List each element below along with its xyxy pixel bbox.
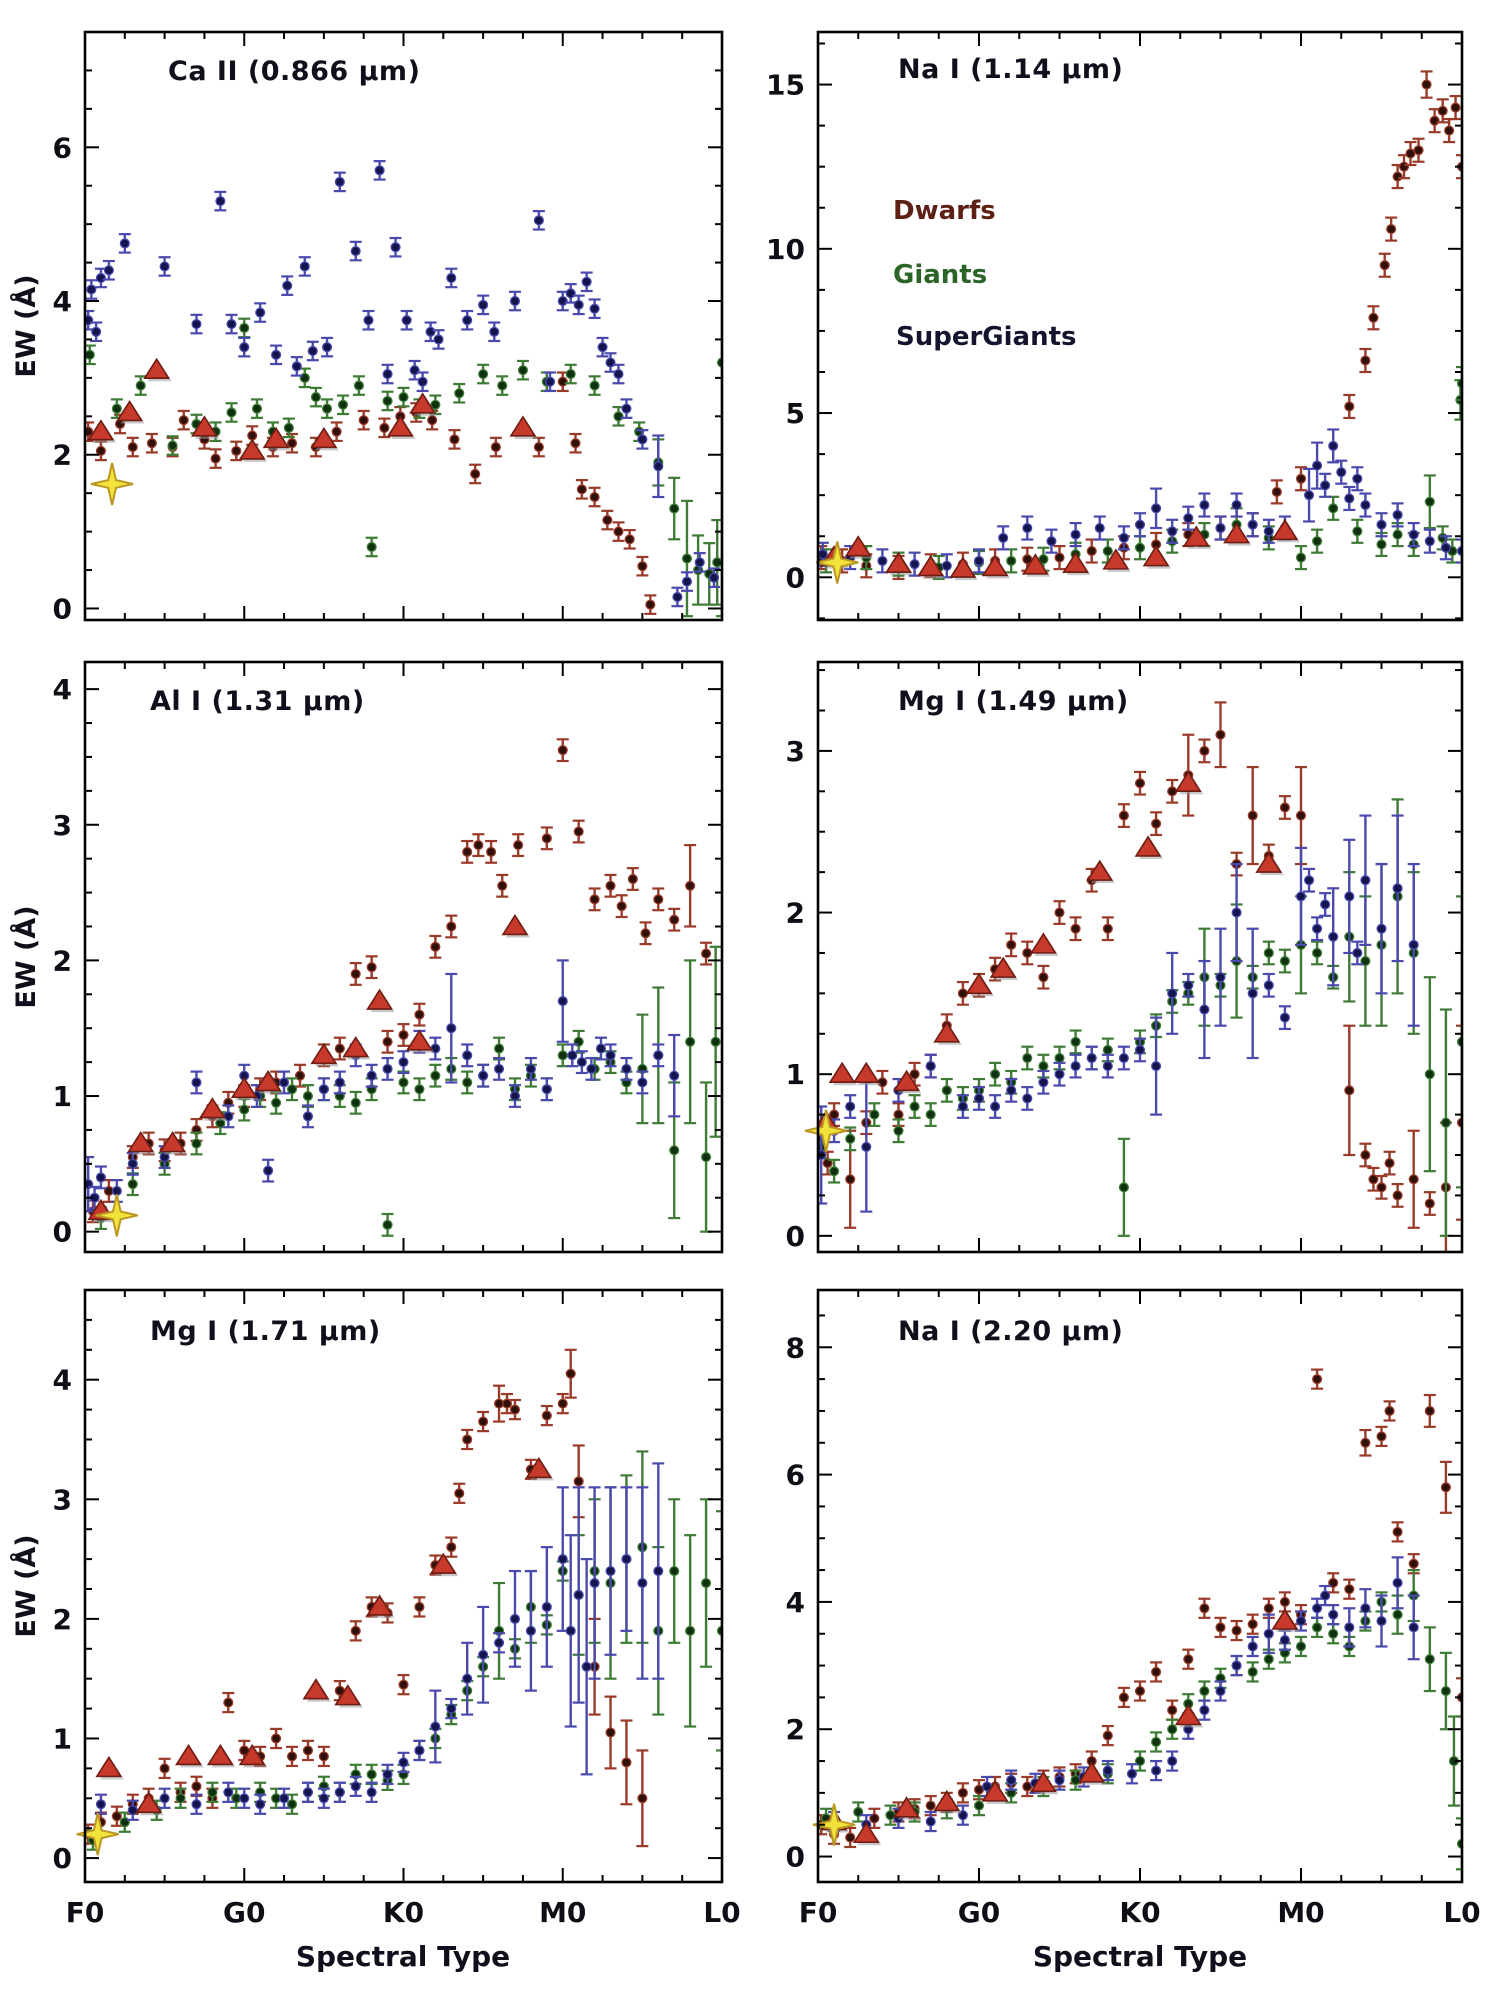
panel-title-mg-i-149: Mg I (1.49 μm) xyxy=(898,686,1129,717)
panel-ca-ii-0866: 0 2 4 6 xyxy=(53,30,724,625)
svg-text:K0: K0 xyxy=(1119,1896,1160,1929)
svg-text:1: 1 xyxy=(53,1722,72,1755)
panel-title-al-i: Al I (1.31 μm) xyxy=(150,686,365,717)
sun-marker xyxy=(90,462,134,506)
sun-marker xyxy=(95,1194,139,1237)
panel-title-ca-ii: Ca II (0.866 μm) xyxy=(168,56,421,87)
panel-title-na-i-220: Na I (2.20 μm) xyxy=(898,1316,1124,1347)
svg-text:0: 0 xyxy=(786,1841,805,1874)
panel-na-i-114: 0 5 10 15 xyxy=(766,30,1464,622)
svg-text:3: 3 xyxy=(786,735,805,768)
panel-mg-i-171: F0 G0 K0 M0 L0 0 1 2 3 4 xyxy=(53,1288,741,1929)
svg-text:0: 0 xyxy=(786,1220,805,1253)
svg-text:G0: G0 xyxy=(223,1896,265,1929)
series-supergiants xyxy=(819,814,1420,1213)
svg-text:2: 2 xyxy=(786,1713,805,1746)
svg-text:1: 1 xyxy=(53,1080,72,1113)
series-supergiants xyxy=(819,428,1461,579)
panel-data-layer xyxy=(86,738,721,1237)
y-axis-label-row3: EW (Å) xyxy=(11,1534,42,1638)
mean-triangles xyxy=(95,1456,554,1816)
x-axis-label-right: Spectral Type xyxy=(1032,1940,1248,1973)
series-supergiants xyxy=(86,160,721,608)
series-supergiants xyxy=(86,959,681,1213)
svg-text:4: 4 xyxy=(53,673,72,706)
legend-item-supergiants: SuperGiants xyxy=(896,322,1077,352)
svg-text:5: 5 xyxy=(786,397,805,430)
panel-title-mg-i-171: Mg I (1.71 μm) xyxy=(150,1316,381,1347)
panel-data-layer xyxy=(86,107,721,618)
svg-text:6: 6 xyxy=(53,131,72,164)
svg-text:2: 2 xyxy=(53,439,72,472)
svg-text:F0: F0 xyxy=(799,1896,838,1929)
x-axis-label-left: Spectral Type xyxy=(295,1940,511,1973)
mean-triangles xyxy=(820,518,1300,581)
svg-text:G0: G0 xyxy=(958,1896,1000,1929)
svg-text:0: 0 xyxy=(53,1216,72,1249)
sun-marker xyxy=(816,541,859,584)
svg-text:4: 4 xyxy=(53,285,72,318)
svg-text:L0: L0 xyxy=(703,1896,740,1929)
svg-text:10: 10 xyxy=(766,233,805,266)
svg-text:2: 2 xyxy=(786,897,805,930)
svg-text:M0: M0 xyxy=(539,1896,586,1929)
svg-text:2: 2 xyxy=(53,944,72,977)
svg-text:3: 3 xyxy=(53,1483,72,1516)
svg-text:0: 0 xyxy=(53,1842,72,1875)
svg-text:4: 4 xyxy=(53,1364,72,1397)
mean-triangles xyxy=(87,913,530,1223)
y-axis-label-row2: EW (Å) xyxy=(11,905,42,1009)
svg-text:F0: F0 xyxy=(66,1896,105,1929)
svg-text:2: 2 xyxy=(53,1603,72,1636)
series-dwarfs xyxy=(819,701,1461,1251)
legend-item-dwarfs: Dwarfs xyxy=(893,196,996,226)
svg-text:K0: K0 xyxy=(383,1896,424,1929)
svg-text:4: 4 xyxy=(786,1586,805,1619)
panel-mg-i-149: 0 1 2 3 xyxy=(786,660,1464,1254)
sun-marker xyxy=(812,1803,856,1846)
svg-text:15: 15 xyxy=(766,69,805,102)
panel-title-na-i-114: Na I (1.14 μm) xyxy=(898,54,1124,85)
legend-item-giants: Giants xyxy=(893,260,988,290)
svg-text:1: 1 xyxy=(786,1058,805,1091)
series-dwarfs xyxy=(86,371,657,615)
svg-text:8: 8 xyxy=(786,1331,805,1364)
panel-al-i-131: 0 1 2 3 4 xyxy=(53,660,724,1254)
svg-text:6: 6 xyxy=(786,1459,805,1492)
panel-na-i-220: F0 G0 K0 M0 L0 0 2 4 6 8 xyxy=(786,1288,1481,1929)
panel-data-layer xyxy=(86,1348,721,1851)
svg-text:0: 0 xyxy=(53,592,72,625)
series-giants xyxy=(820,1568,1461,1871)
mean-triangles xyxy=(87,357,538,462)
sun-marker xyxy=(804,1109,848,1153)
panel-data-layer xyxy=(819,701,1461,1251)
series-supergiants xyxy=(94,1462,665,1821)
svg-text:3: 3 xyxy=(53,809,72,842)
svg-text:M0: M0 xyxy=(1277,1896,1324,1929)
y-axis-label-row1: EW (Å) xyxy=(11,274,42,378)
svg-text:L0: L0 xyxy=(1443,1896,1480,1929)
svg-text:0: 0 xyxy=(786,561,805,594)
mean-triangles xyxy=(819,770,1284,1134)
sun-marker xyxy=(76,1812,119,1856)
panel-data-layer xyxy=(819,70,1461,581)
